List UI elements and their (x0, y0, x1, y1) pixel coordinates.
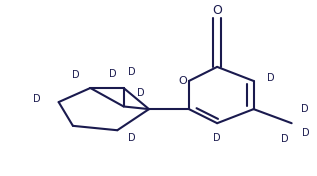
Text: D: D (128, 67, 135, 77)
Text: D: D (267, 73, 275, 83)
Text: D: D (213, 133, 221, 143)
Text: D: D (33, 95, 40, 104)
Text: D: D (137, 88, 145, 98)
Text: O: O (212, 4, 222, 17)
Text: D: D (72, 70, 80, 80)
Text: D: D (302, 128, 310, 138)
Text: D: D (109, 69, 116, 79)
Text: O: O (178, 76, 187, 86)
Text: D: D (128, 133, 135, 143)
Text: D: D (281, 134, 289, 144)
Text: D: D (301, 104, 308, 114)
